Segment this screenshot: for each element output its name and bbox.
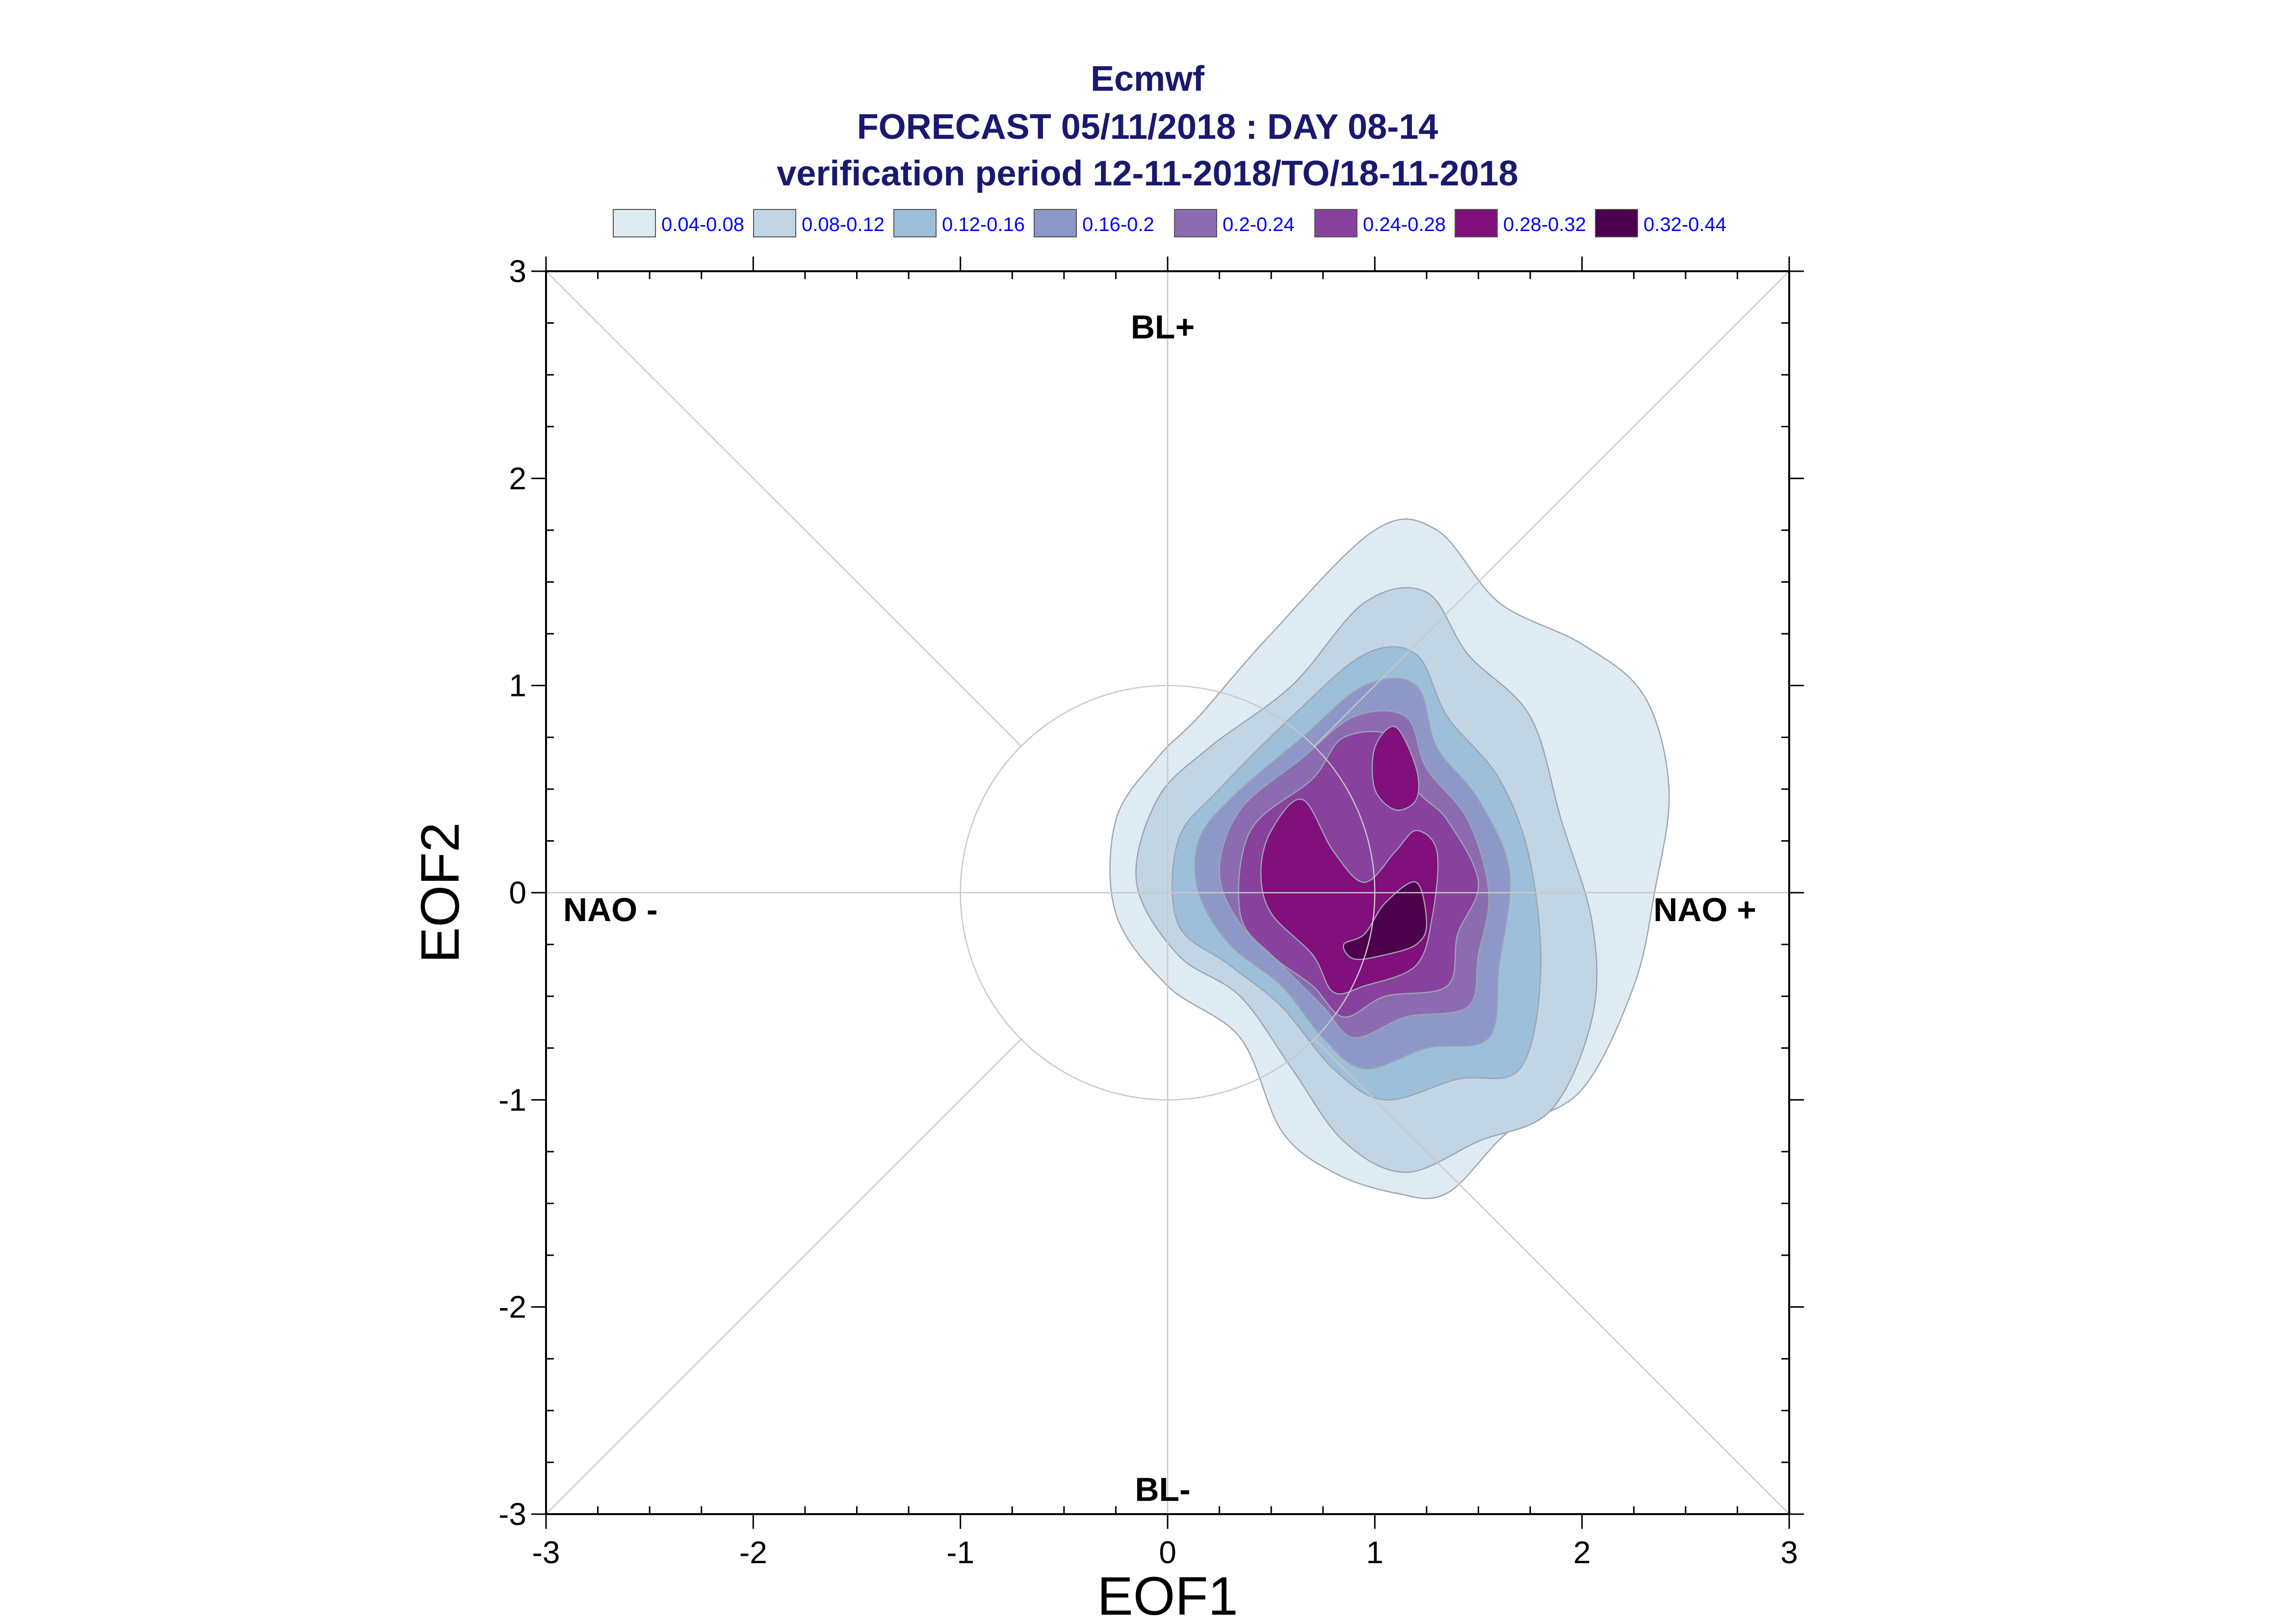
region-label-top: BL+ xyxy=(1131,309,1195,346)
chart-subtitle: FORECAST 05/11/2018 : DAY 08-14 xyxy=(857,107,1438,147)
x-axis-label: EOF1 xyxy=(1097,1566,1238,1624)
chart-period: verification period 12-11-2018/TO/18-11-… xyxy=(777,154,1518,193)
legend-label-6: 0.28-0.32 xyxy=(1503,214,1586,235)
reference-circle xyxy=(960,685,1376,1101)
legend-label-1: 0.08-0.12 xyxy=(802,214,885,235)
chart-title: Ecmwf xyxy=(1091,59,1205,99)
legend-swatch-2 xyxy=(893,209,937,237)
diagonal-line-3 xyxy=(1313,1038,1790,1515)
x-tick-label-0: -3 xyxy=(532,1535,560,1570)
axis-ticks xyxy=(531,257,1804,1529)
legend-swatch-5 xyxy=(1314,209,1357,237)
y-tick-label-4: -1 xyxy=(498,1082,526,1117)
region-label-bottom: BL- xyxy=(1135,1471,1190,1508)
plot-area: -3 -2 -1 0 1 2 3 3 2 1 0 -1 -2 -3 xyxy=(498,254,1804,1570)
diagonal-line-1 xyxy=(1313,271,1790,747)
legend-swatch-7 xyxy=(1595,209,1638,237)
legend-swatch-6 xyxy=(1455,209,1498,237)
legend: 0.04-0.08 0.08-0.12 0.12-0.16 0.16-0.2 0.2-0… xyxy=(613,209,1726,237)
contours xyxy=(1109,518,1670,1199)
x-tick-label-3: 0 xyxy=(1159,1535,1176,1570)
legend-label-4: 0.2-0.24 xyxy=(1223,214,1295,235)
x-tick-label-1: -2 xyxy=(739,1535,767,1570)
region-label-left: NAO - xyxy=(563,891,658,928)
y-tick-label-3: 0 xyxy=(509,875,526,910)
reference-lines xyxy=(546,271,1790,1515)
y-tick-label-2: 1 xyxy=(509,668,526,703)
legend-swatch-3 xyxy=(1034,209,1077,237)
legend-label-2: 0.12-0.16 xyxy=(942,214,1025,235)
legend-swatch-4 xyxy=(1174,209,1217,237)
legend-label-0: 0.04-0.08 xyxy=(661,214,744,235)
diagonal-line-2 xyxy=(546,1038,1022,1515)
legend-label-7: 0.32-0.44 xyxy=(1643,214,1726,235)
tick-labels: -3 -2 -1 0 1 2 3 3 2 1 0 -1 -2 -3 xyxy=(498,254,1798,1570)
legend-label-5: 0.24-0.28 xyxy=(1363,214,1446,235)
y-tick-label-5: -2 xyxy=(498,1289,526,1325)
x-tick-label-4: 1 xyxy=(1366,1535,1384,1570)
contour-7 xyxy=(1371,725,1420,811)
y-tick-label-1: 2 xyxy=(509,461,526,496)
contour-8 xyxy=(1343,881,1428,960)
x-tick-label-6: 3 xyxy=(1780,1535,1798,1570)
region-label-right: NAO + xyxy=(1653,891,1756,928)
y-tick-label-6: -3 xyxy=(498,1496,526,1532)
y-axis-label: EOF2 xyxy=(410,822,470,963)
y-tick-label-0: 3 xyxy=(509,254,526,289)
legend-swatch-0 xyxy=(613,209,656,237)
legend-label-3: 0.16-0.2 xyxy=(1082,214,1154,235)
diagonal-line-0 xyxy=(546,271,1022,747)
x-tick-label-5: 2 xyxy=(1573,1535,1591,1570)
legend-swatch-1 xyxy=(753,209,796,237)
x-tick-label-2: -1 xyxy=(946,1535,974,1570)
